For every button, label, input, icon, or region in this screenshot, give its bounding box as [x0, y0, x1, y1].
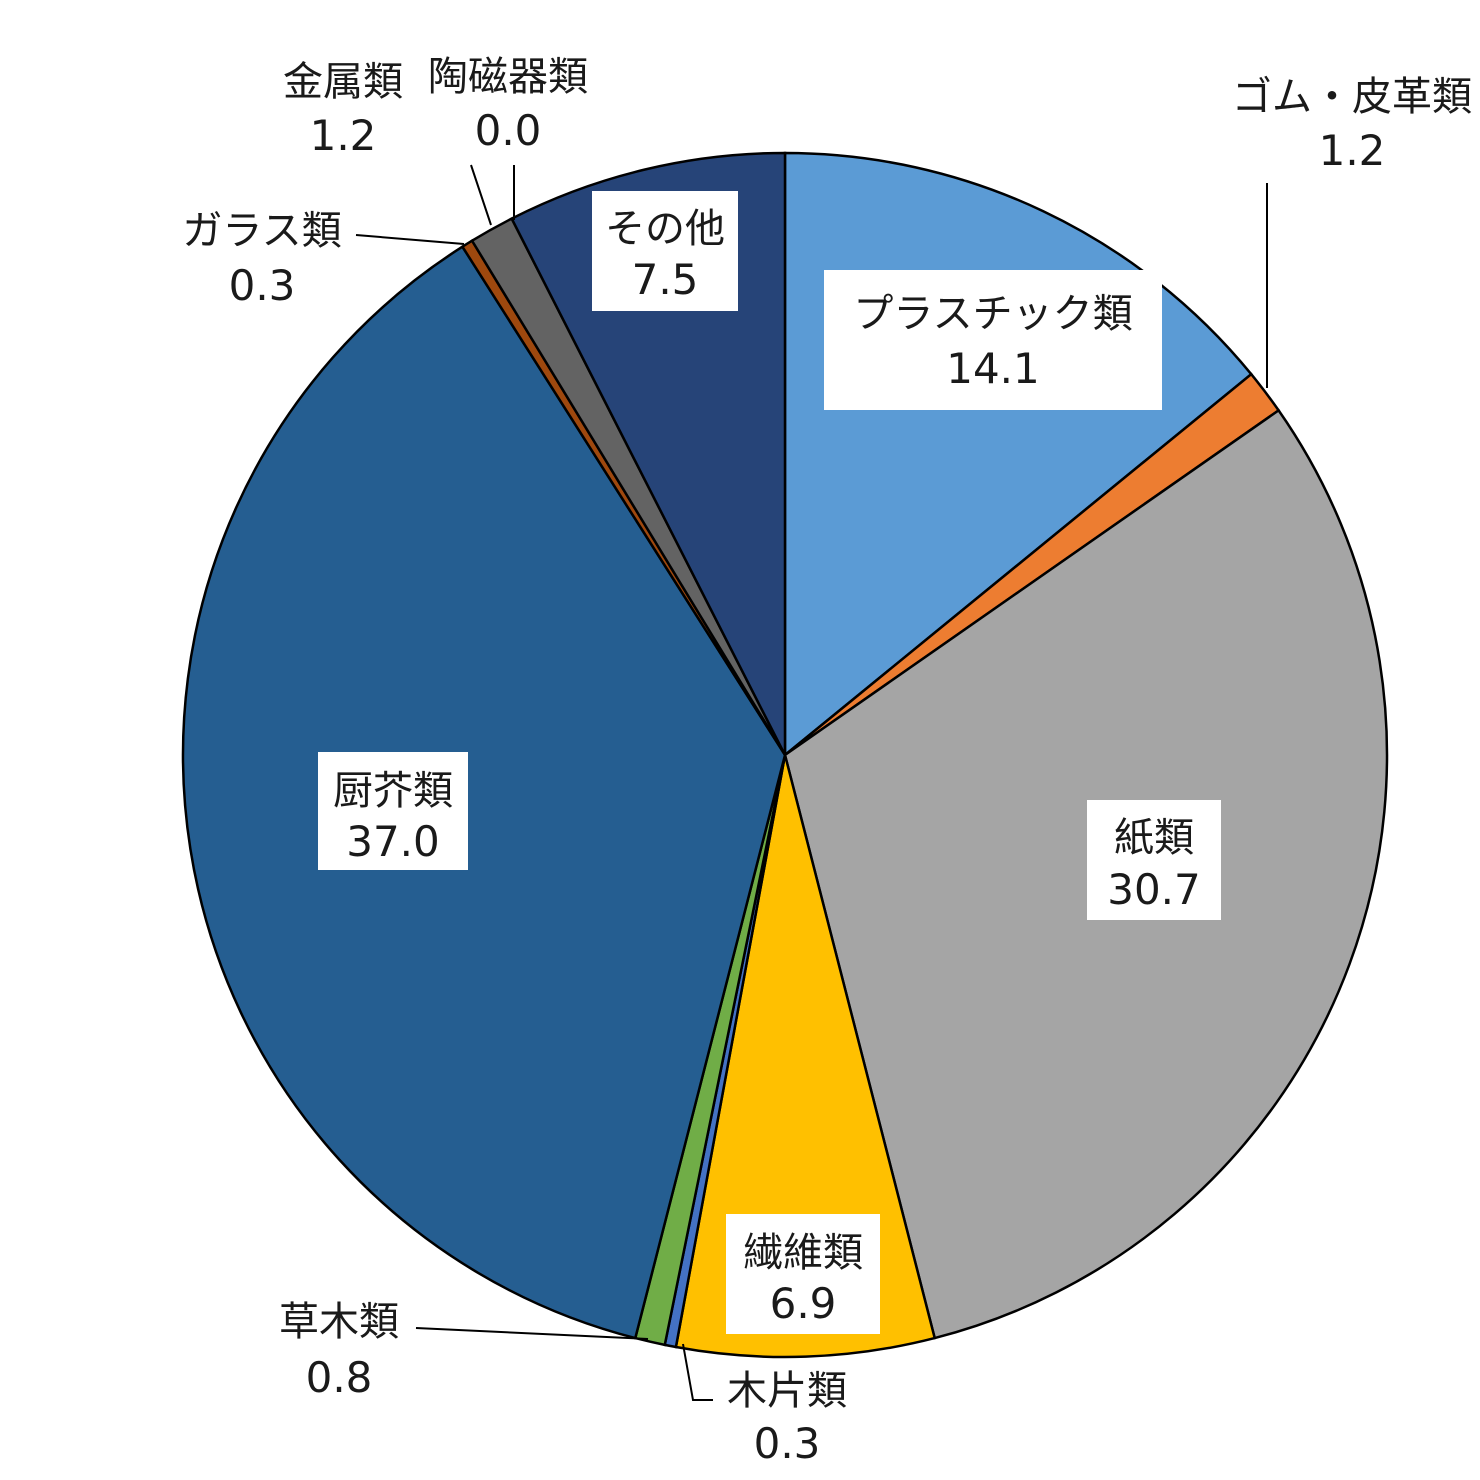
slice-9-value-label: 1.2 — [310, 111, 377, 160]
slice-1-value-label: 14.1 — [946, 344, 1040, 393]
slice-4-label-box — [726, 1214, 880, 1334]
slice-7-value-label: 37.0 — [346, 817, 440, 866]
slice-6-value-label: 0.8 — [306, 1353, 373, 1402]
slice-6-leader-line — [415, 1327, 649, 1340]
slice-8-name-label: ガラス類 — [182, 208, 341, 254]
slice-1-name-label: プラスチック類 — [853, 291, 1132, 337]
slice-4-value-label: 6.9 — [770, 1279, 837, 1328]
slice-2-value-label: 1.2 — [1319, 126, 1386, 175]
slice-3-value-label: 30.7 — [1107, 865, 1201, 914]
slice-1-label-box — [824, 270, 1162, 410]
slice-5-leader-line — [682, 1343, 713, 1401]
slice-9-leader-line — [470, 164, 492, 226]
slice-4-wedge — [674, 754, 937, 1359]
slice-10-value-label: 0.0 — [475, 106, 542, 155]
slice-8-leader-line — [355, 234, 465, 245]
slice-6-name-label: 草木類 — [279, 1299, 399, 1345]
slice-7-name-label: 厨芥類 — [333, 768, 453, 814]
slice-7-label-box — [318, 752, 468, 870]
slice-5-value-label: 0.3 — [754, 1419, 821, 1468]
slice-2-name-label: ゴム・皮革類 — [1232, 74, 1472, 120]
slice-11-value-label: 7.5 — [632, 255, 699, 304]
slice-5-name-label: 木片類 — [727, 1368, 847, 1414]
leader-lines — [355, 164, 1268, 1401]
slice-3-wedge — [783, 408, 1389, 1340]
slice-9-name-label: 金属類 — [283, 59, 403, 105]
pie-slices — [181, 151, 1389, 1359]
slice-8-value-label: 0.3 — [229, 261, 296, 310]
slice-3-name-label: 紙類 — [1114, 815, 1194, 861]
slice-10-name-label: 陶磁器類 — [428, 54, 588, 100]
slice-11-label-box — [592, 191, 738, 311]
slice-3-label-box — [1087, 800, 1221, 920]
slice-4-name-label: 繊維類 — [743, 1230, 863, 1276]
slice-11-name-label: その他 — [605, 206, 725, 252]
